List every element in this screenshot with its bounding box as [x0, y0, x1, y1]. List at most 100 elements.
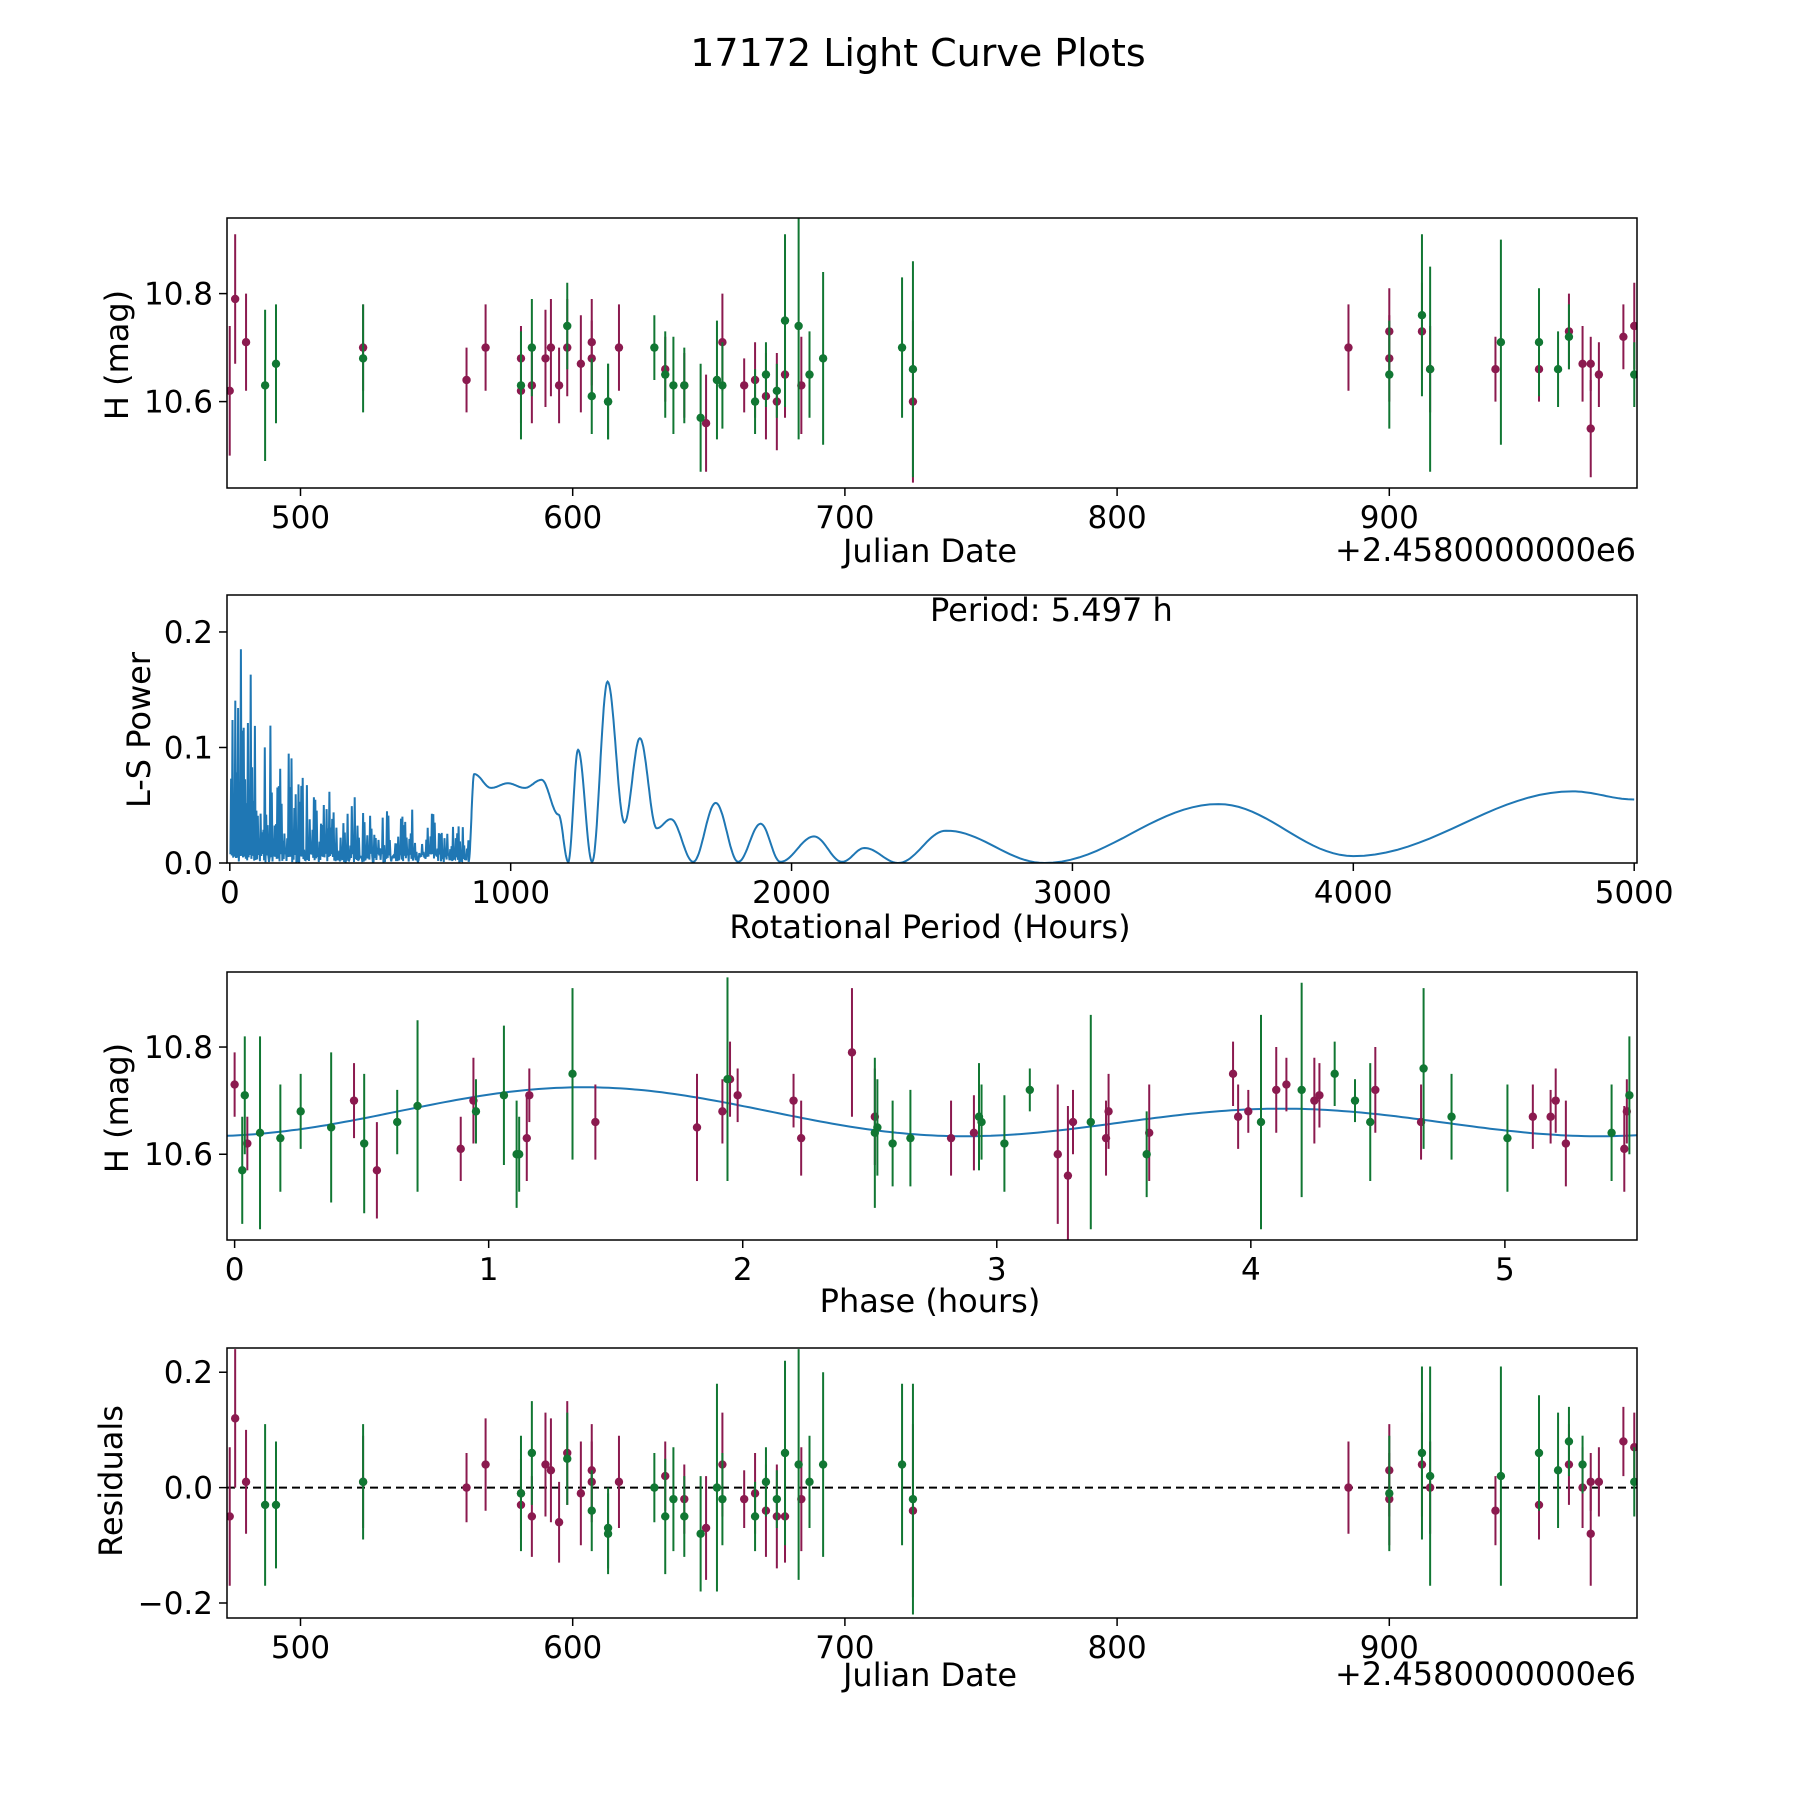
data-point — [818, 354, 828, 363]
data-point — [393, 1117, 402, 1127]
data-point — [1578, 1460, 1587, 1469]
data-point — [1025, 1085, 1035, 1095]
data-point — [230, 1414, 240, 1423]
data-point — [805, 370, 814, 379]
data-point — [1244, 1107, 1253, 1116]
data-point — [1534, 338, 1544, 347]
data-point — [227, 386, 234, 395]
data-point — [1297, 1085, 1306, 1095]
data-point — [522, 1133, 531, 1143]
data-point — [359, 1139, 369, 1148]
data-point — [1594, 370, 1604, 379]
x-tick-label: 700 — [815, 1630, 874, 1666]
data-point — [977, 1117, 986, 1127]
data-point — [680, 381, 689, 390]
data-point — [554, 1518, 564, 1527]
y-tick-label: 0.0 — [164, 1471, 213, 1507]
data-point — [1417, 311, 1427, 320]
data-point — [1625, 1091, 1634, 1100]
light-curve-ylabel: H (mag) — [98, 290, 136, 420]
periodogram-panel: 0 1000 2000 3000 4000 5000 0.0 0.1 0.2 — [164, 594, 1674, 911]
data-point — [1104, 1107, 1113, 1116]
data-point — [1310, 1096, 1319, 1105]
data-point — [603, 1529, 613, 1538]
data-point — [897, 1460, 907, 1469]
data-point — [1330, 1069, 1339, 1079]
data-point — [1491, 365, 1500, 374]
data-point — [718, 1494, 727, 1504]
data-point — [241, 338, 251, 347]
data-point — [1553, 1466, 1563, 1475]
data-point — [587, 1506, 596, 1515]
data-point — [481, 1460, 490, 1469]
plot-area — [227, 1349, 1637, 1615]
data-point — [718, 1107, 727, 1116]
data-point — [1256, 1117, 1266, 1127]
data-point — [554, 381, 564, 390]
data-point — [1228, 1069, 1238, 1079]
x-tick-label: 800 — [1088, 500, 1147, 536]
data-point — [1344, 1483, 1353, 1492]
data-point — [1371, 1085, 1380, 1095]
x-tick-label: 0 — [225, 1252, 245, 1288]
data-point — [712, 1483, 722, 1492]
data-point — [462, 375, 471, 385]
data-point — [1000, 1139, 1009, 1148]
data-point — [1385, 370, 1394, 379]
data-point — [541, 1460, 550, 1469]
data-point — [563, 1454, 572, 1463]
data-point — [1619, 332, 1628, 341]
x-tick-label: 5000 — [1595, 875, 1674, 911]
data-point — [614, 343, 624, 352]
x-tick-label: 800 — [1088, 1630, 1147, 1666]
data-point — [946, 1133, 956, 1143]
data-point — [587, 392, 596, 401]
data-point — [255, 1128, 265, 1138]
data-point — [358, 1477, 368, 1487]
data-point — [527, 1512, 537, 1521]
data-point — [1553, 365, 1563, 374]
data-point — [576, 359, 586, 368]
data-point — [1607, 1128, 1616, 1138]
data-point — [772, 1494, 782, 1504]
x-tick-label: 900 — [1360, 500, 1419, 536]
light-curve-xlabel: Julian Date — [841, 532, 1017, 570]
data-point — [908, 1494, 918, 1504]
residuals-offset: +2.4580000000e6 — [1335, 1655, 1636, 1693]
x-tick-label: 500 — [271, 500, 330, 536]
data-point — [1564, 332, 1574, 341]
data-point — [888, 1139, 897, 1148]
data-point — [260, 1500, 270, 1510]
y-tick-label: 10.8 — [144, 277, 213, 313]
axes-frame — [226, 1347, 1638, 1619]
axes-frame — [226, 217, 1638, 489]
data-point — [908, 365, 918, 374]
data-point — [271, 1500, 281, 1510]
data-point — [780, 1448, 790, 1458]
plot-area — [227, 218, 1637, 483]
data-point — [1561, 1139, 1571, 1148]
data-point — [818, 1460, 828, 1469]
data-point — [1496, 338, 1506, 347]
data-point — [1564, 1437, 1574, 1446]
data-point — [789, 1096, 798, 1105]
x-tick-label: 1 — [479, 1252, 499, 1288]
data-point — [739, 1494, 749, 1504]
data-point — [897, 343, 907, 352]
axes-frame — [226, 971, 1638, 1241]
data-point — [761, 1477, 771, 1487]
data-point — [1534, 1448, 1544, 1458]
x-tick-label: 900 — [1360, 1630, 1419, 1666]
data-point — [661, 370, 670, 379]
data-point — [1578, 359, 1587, 368]
data-point — [1630, 1477, 1637, 1487]
data-point — [772, 386, 782, 395]
data-point — [780, 316, 790, 325]
data-point — [750, 1512, 760, 1521]
periodogram-ylabel: L-S Power — [120, 651, 158, 808]
data-point — [546, 343, 556, 352]
data-point — [669, 1494, 678, 1504]
data-point — [260, 381, 270, 390]
data-point — [1086, 1117, 1095, 1127]
